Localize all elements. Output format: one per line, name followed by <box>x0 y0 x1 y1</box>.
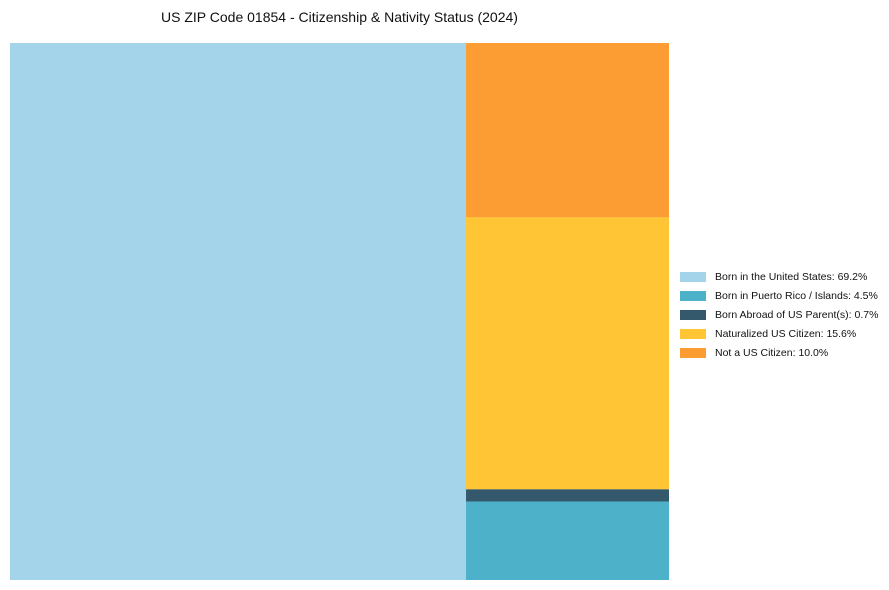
legend-swatch <box>680 309 706 320</box>
legend-swatch <box>680 347 706 358</box>
legend-item-naturalized-us-citizen: Naturalized US Citizen: 15.6% <box>680 324 878 343</box>
legend-swatch <box>680 271 706 282</box>
legend-swatch <box>680 328 706 339</box>
treemap-cell-not-a-us-citizen <box>466 43 669 218</box>
legend-item-not-a-us-citizen: Not a US Citizen: 10.0% <box>680 343 878 362</box>
legend-item-born-abroad-of-us-parent-s: Born Abroad of US Parent(s): 0.7% <box>680 305 878 324</box>
legend-label: Born in the United States: 69.2% <box>715 270 868 283</box>
legend-item-born-in-the-united-states: Born in the United States: 69.2% <box>680 267 878 286</box>
treemap-cell-born-in-the-united-states <box>10 43 467 580</box>
legend-label: Not a US Citizen: 10.0% <box>715 346 829 359</box>
legend-swatch <box>680 290 706 301</box>
legend-item-born-in-puerto-rico-islands: Born in Puerto Rico / Islands: 4.5% <box>680 286 878 305</box>
legend-label: Born Abroad of US Parent(s): 0.7% <box>715 308 879 321</box>
treemap-cell-born-in-puerto-rico-islands <box>466 501 669 580</box>
legend-label: Born in Puerto Rico / Islands: 4.5% <box>715 289 878 302</box>
legend: Born in the United States: 69.2% Born in … <box>680 267 878 362</box>
legend-label: Naturalized US Citizen: 15.6% <box>715 327 857 340</box>
treemap-cell-born-abroad-of-us-parent-s <box>466 489 669 502</box>
treemap-cell-naturalized-us-citizen <box>466 217 669 490</box>
chart-title: US ZIP Code 01854 - Citizenship & Nativi… <box>161 9 518 25</box>
